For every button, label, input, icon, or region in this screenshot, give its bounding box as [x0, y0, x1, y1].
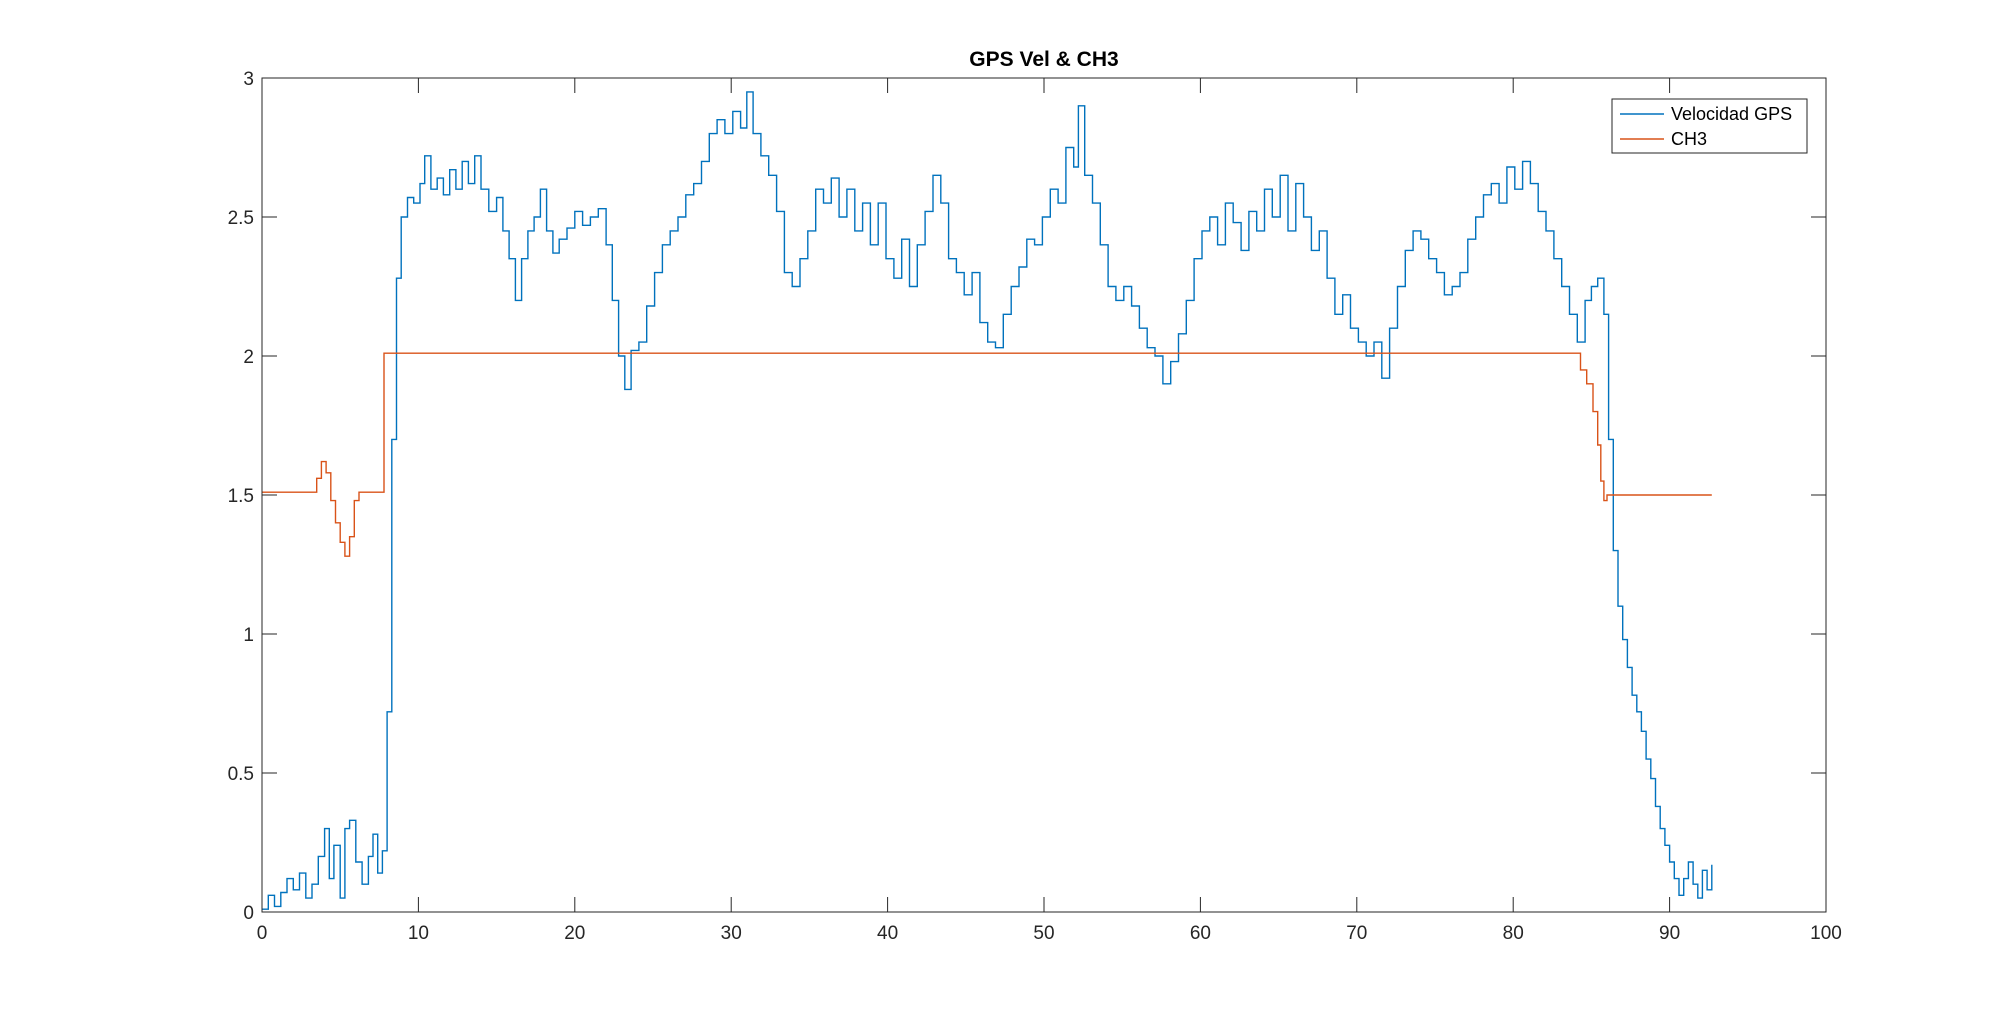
axes-frame	[261, 77, 1827, 913]
x-tick-label: 100	[1810, 923, 1842, 944]
series-line-ch3	[262, 352, 1712, 557]
y-tick-label: 2	[243, 347, 254, 368]
x-tick-label: 30	[721, 923, 742, 944]
y-tick-label: 0	[243, 903, 254, 924]
legend-label-ch3: CH3	[1671, 129, 1707, 149]
x-tick-label: 60	[1190, 923, 1211, 944]
legend: Velocidad GPS CH3	[1611, 98, 1808, 154]
y-tick-label: 2.5	[228, 208, 254, 229]
chart-title: GPS Vel & CH3	[969, 48, 1118, 71]
x-tick-label: 40	[877, 923, 898, 944]
series-line-velocidad-gps	[262, 91, 1713, 910]
legend-label-velocidad-gps: Velocidad GPS	[1671, 104, 1792, 124]
x-tick-label: 50	[1033, 923, 1054, 944]
x-tick-label: 80	[1503, 923, 1524, 944]
axis-layer: 0 10 20 30 40 50 60 70 80 90 100 0 0.5 1 1.5 2 2.5 3	[228, 69, 1842, 944]
x-tick-label: 10	[408, 923, 429, 944]
x-tick-label: 70	[1346, 923, 1367, 944]
y-tick-label: 1.5	[228, 486, 254, 507]
series-layer	[262, 91, 1713, 910]
x-tick-label: 0	[257, 923, 268, 944]
x-tick-label: 90	[1659, 923, 1680, 944]
y-tick-label: 0.5	[228, 764, 254, 785]
y-tick-label: 1	[243, 625, 254, 646]
legend-box	[1611, 98, 1808, 154]
x-tick-label: 20	[564, 923, 585, 944]
y-tick-label: 3	[243, 69, 254, 90]
